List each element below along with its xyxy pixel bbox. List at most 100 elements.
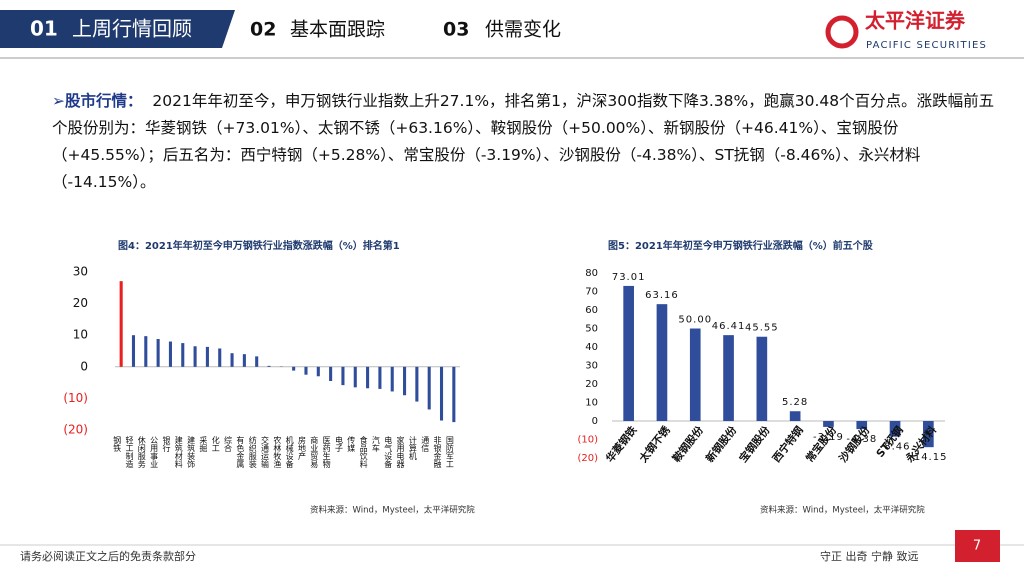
value-label: -3.19: [813, 432, 844, 443]
bar: [366, 366, 370, 389]
bar: [230, 353, 234, 367]
x-tick-label: 休闲服务: [137, 435, 146, 469]
disclaimer: 请务必阅读正文之后的免责条款部分: [20, 549, 196, 563]
bar: [689, 328, 701, 421]
bar: [316, 366, 320, 377]
active-tab: [0, 10, 235, 48]
value-label: -4.38: [846, 434, 877, 445]
bar: [923, 421, 934, 448]
source-note: 资料来源：Wind，Mysteel，太平洋研究院: [760, 505, 925, 516]
bar: [889, 421, 901, 437]
bar: [623, 285, 634, 421]
x-tick-label: 机械设备: [285, 435, 294, 469]
bar: [452, 366, 456, 423]
x-tick-label: 新钢股份: [703, 423, 739, 464]
y-tick-label: (10): [577, 435, 598, 446]
x-tick-label: 农林牧渔: [273, 435, 282, 468]
x-tick-label: 公用事业: [150, 436, 159, 468]
x-tick-label: 汽车: [371, 435, 380, 453]
x-tick-label: 传媒: [347, 435, 356, 453]
tab-label: 供需变化: [485, 19, 561, 41]
tab-number: 03: [443, 19, 469, 41]
tab-label: 基本面跟踪: [290, 19, 385, 41]
x-tick-label: 建筑装饰: [187, 435, 196, 469]
y-tick-label: 20: [585, 379, 598, 390]
x-tick-label: 华菱钢铁: [603, 423, 639, 464]
y-tick-label: 10: [585, 398, 598, 409]
x-tick-label: 采掘: [199, 435, 208, 453]
bar: [156, 338, 160, 367]
value-label: 45.55: [745, 323, 779, 334]
y-tick-label: 60: [585, 305, 598, 316]
value-label: -8.46: [880, 442, 911, 453]
bar: [193, 346, 197, 367]
paragraph: ➢股市行情： 2021年年初至今，申万钢铁行业指数上升27.1%，排名第1，沪深…: [52, 88, 1002, 196]
page-number: 7: [973, 539, 981, 554]
logo-mark: [825, 15, 859, 49]
bar: [267, 365, 271, 367]
x-tick-label: 房地产: [297, 435, 306, 461]
bar: [390, 366, 394, 392]
y-tick-label: 70: [585, 287, 598, 298]
bar: [304, 366, 308, 375]
value-label: 73.01: [612, 272, 646, 283]
x-tick-label: 国防军工: [445, 436, 454, 468]
x-tick-label: 电子: [334, 435, 343, 452]
y-tick-label: 50: [585, 324, 598, 335]
y-tick-label: 20: [73, 296, 88, 310]
body-text: 2021年年初至今，申万钢铁行业指数上升27.1%，排名第1，沪深300指数下降…: [52, 92, 995, 191]
value-label: 46.41: [712, 321, 746, 332]
x-tick-label: 化工: [211, 435, 220, 452]
bar: [403, 366, 407, 396]
y-tick-label: 30: [73, 265, 88, 279]
y-tick-label: (20): [577, 453, 598, 464]
x-tick-label: 建筑材料: [174, 435, 183, 469]
y-tick-label: 40: [585, 342, 598, 353]
y-tick-label: 80: [585, 268, 598, 279]
bar: [656, 304, 668, 421]
page-box: [955, 530, 1000, 562]
value-label: 5.28: [782, 397, 808, 408]
bar: [131, 335, 136, 367]
x-tick-label: 非银金融: [433, 435, 442, 469]
bar: [378, 366, 382, 389]
value-label: 63.16: [645, 290, 679, 301]
x-tick-label: 计算机: [408, 435, 417, 461]
motto: 守正 出奇 宁静 致远: [820, 549, 919, 563]
bar: [218, 348, 222, 367]
x-tick-label: 家用电器: [396, 435, 405, 469]
x-tick-label: 西宁特钢: [770, 424, 806, 465]
bar: [856, 421, 868, 430]
x-tick-label: 电气设备: [384, 435, 393, 469]
x-tick-label: 商业贸易: [310, 435, 319, 469]
x-tick-label: 钢铁: [113, 435, 122, 453]
x-tick-label: 医药生物: [322, 436, 331, 469]
x-tick-label: 食品饮料: [359, 435, 368, 469]
chart-title: 图5：2021年年初至今申万钢铁行业涨跌幅（%）前五个股: [608, 239, 874, 252]
bar: [415, 366, 419, 402]
bar: [789, 411, 801, 421]
x-tick-label: 轻工制造: [125, 435, 134, 469]
tab-label: 上周行情回顾: [72, 17, 192, 41]
bar: [168, 341, 172, 367]
x-tick-label: 鞍钢股份: [670, 423, 706, 464]
value-label: -14.15: [909, 452, 947, 463]
y-tick-label: (10): [63, 391, 88, 405]
y-tick-label: 30: [585, 361, 598, 372]
logo-name: 太平洋证券: [865, 9, 966, 33]
x-tick-label: 银行: [162, 435, 171, 453]
x-tick-label: 交通运输: [261, 435, 270, 469]
x-tick-label: 通信: [421, 435, 430, 453]
lead: 股市行情：: [65, 92, 143, 110]
y-tick-label: (20): [63, 423, 88, 437]
value-label: 50.00: [678, 315, 712, 326]
bar: [723, 335, 734, 421]
bar: [439, 366, 444, 421]
tab-number: 02: [250, 19, 276, 41]
logo-english: PACIFIC SECURITIES: [866, 40, 987, 51]
y-tick-label: 0: [80, 359, 88, 373]
y-tick-label: 10: [73, 328, 88, 342]
bar: [329, 366, 333, 382]
bar: [353, 366, 357, 388]
